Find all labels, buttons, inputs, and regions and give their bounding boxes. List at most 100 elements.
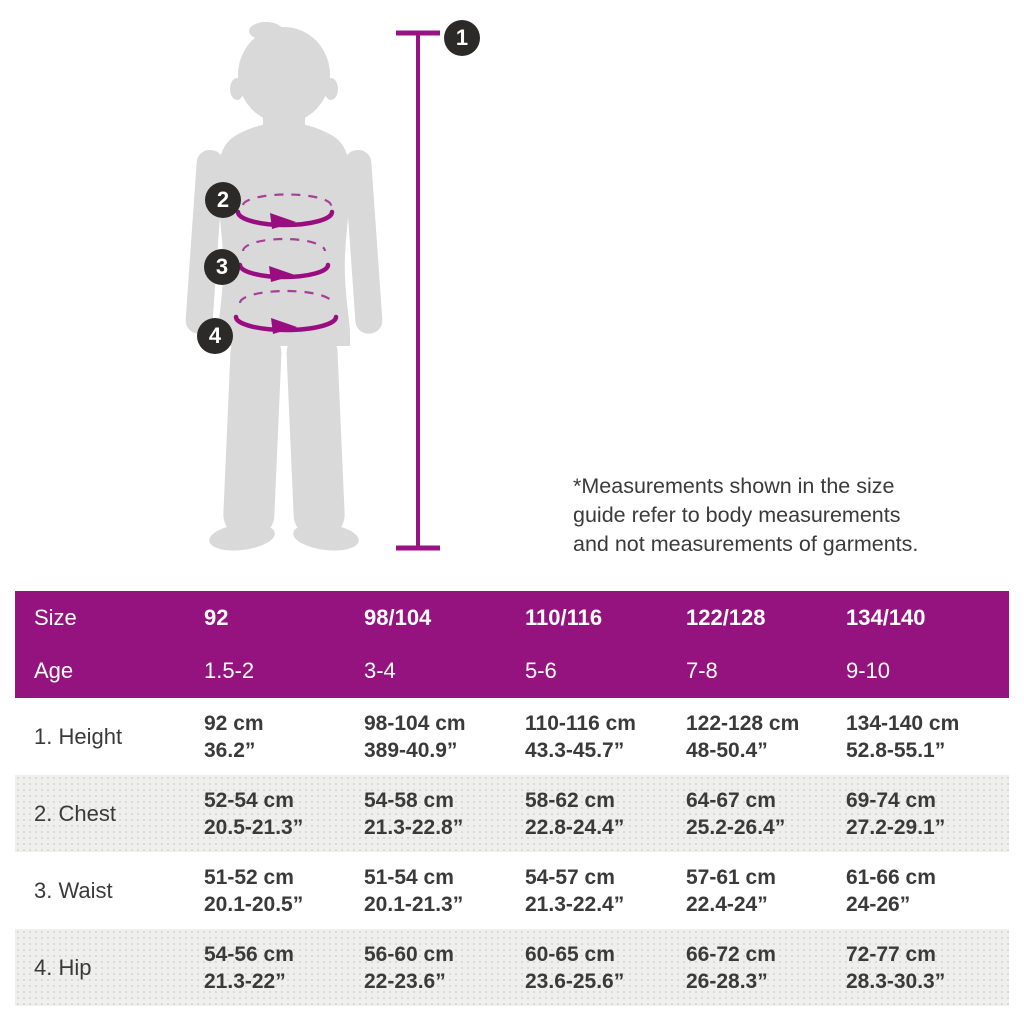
hip-measure-band [233,289,339,334]
height-cell: 134-140 cm 52.8-55.1” [846,710,1009,764]
hip-cell: 60-65 cm 23.6-25.6” [525,941,686,995]
age-col-value: 1.5-2 [204,658,255,683]
table-row-hip: 4. Hip 54-56 cm 21.3-22” 56-60 cm 22-23.… [15,929,1009,1006]
row-label: 1. Height [34,723,123,749]
row-label: 4. Hip [34,954,92,980]
cm-value: 134-140 cm [846,711,960,735]
chest-cell: 58-62 cm 22.8-24.4” [525,787,686,841]
size-col-value: 98/104 [364,604,432,630]
cm-value: 51-52 cm [204,865,294,889]
cm-value: 92 cm [204,711,264,735]
cm-value: 98-104 cm [364,711,466,735]
size-col-value: 92 [204,604,229,630]
silhouette-arm-right [344,149,383,334]
inch-value: 52.8-55.1” [846,738,946,762]
inch-value: 21.3-22.4” [525,892,625,916]
silhouette-torso [217,122,351,346]
silhouette-arm-left [185,149,224,334]
inch-value: 20.1-21.3” [364,892,464,916]
chest-band-arrow-icon [270,213,296,229]
inch-value: 22-23.6” [364,969,446,993]
silhouette-foot-right [293,523,359,551]
height-cell: 122-128 cm 48-50.4” [686,710,846,764]
cm-value: 66-72 cm [686,942,776,966]
chest-cell: 64-67 cm 25.2-26.4” [686,787,846,841]
waist-cell: 54-57 cm 21.3-22.4” [525,864,686,918]
silhouette-hair [249,22,283,40]
table-row-chest: 2. Chest 52-54 cm 20.5-21.3” 54-58 cm 21… [15,775,1009,852]
note-line: guide refer to body measurements [573,503,901,527]
silhouette-leg-right [286,329,345,538]
cm-value: 58-62 cm [525,788,615,812]
marker-badge-height: 1 [444,20,480,56]
inch-value: 26-28.3” [686,969,768,993]
size-header-row: Size 92 98/104 110/116 122/128 134/140 [34,591,1009,644]
cm-value: 51-54 cm [364,865,454,889]
waist-band-arrow-icon [269,266,295,282]
inch-value: 22.4-24” [686,892,768,916]
hip-cell: 54-56 cm 21.3-22” [204,941,364,995]
hip-band-arrow-icon [271,318,297,334]
height-cell: 98-104 cm 389-40.9” [364,710,525,764]
inch-value: 24-26” [846,892,911,916]
inch-value: 48-50.4” [686,738,768,762]
hip-cell: 56-60 cm 22-23.6” [364,941,525,995]
chest-cell: 69-74 cm 27.2-29.1” [846,787,1009,841]
inch-value: 20.5-21.3” [204,815,304,839]
inch-value: 21.3-22” [204,969,286,993]
hip-cell: 66-72 cm 26-28.3” [686,941,846,995]
inch-value: 22.8-24.4” [525,815,625,839]
diagram-illustration [185,22,440,551]
size-col-value: 110/116 [525,604,603,630]
waist-cell: 51-54 cm 20.1-21.3” [364,864,525,918]
age-col-value: 5-6 [525,658,557,683]
size-table-header: Size 92 98/104 110/116 122/128 134/140 A… [15,591,1009,698]
marker-badge-chest: 2 [205,182,241,218]
note-line: and not measurements of garments. [573,532,919,556]
size-col-value: 122/128 [686,604,766,630]
cm-value: 61-66 cm [846,865,936,889]
table-row-height: 1. Height 92 cm 36.2” 98-104 cm 389-40.9… [15,698,1009,775]
age-row-label: Age [34,658,74,683]
cm-value: 52-54 cm [204,788,294,812]
inch-value: 23.6-25.6” [525,969,625,993]
child-silhouette-figure [185,22,383,551]
size-table: Size 92 98/104 110/116 122/128 134/140 A… [15,591,1009,1006]
inch-value: 27.2-29.1” [846,815,946,839]
size-col-value: 134/140 [846,604,926,630]
silhouette-head [238,27,330,123]
cm-value: 54-57 cm [525,865,615,889]
inch-value: 389-40.9” [364,738,458,762]
marker-badge-hip: 4 [197,318,233,354]
silhouette-leg-left [223,329,282,538]
measurement-diagram: 1 2 3 4 [0,0,560,575]
chest-cell: 54-58 cm 21.3-22.8” [364,787,525,841]
height-measure-line [396,30,440,551]
cm-value: 60-65 cm [525,942,615,966]
age-col-value: 9-10 [846,658,891,683]
inch-value: 20.1-20.5” [204,892,304,916]
inch-value: 43.3-45.7” [525,738,625,762]
hip-band-back-dashed [238,289,334,304]
waist-band-back-dashed [241,237,327,252]
inch-value: 36.2” [204,738,256,762]
waist-measure-band [237,237,331,282]
hip-cell: 72-77 cm 28.3-30.3” [846,941,1009,995]
silhouette-foot-left [209,523,275,551]
cm-value: 72-77 cm [846,942,936,966]
age-col-value: 3-4 [364,658,396,683]
chest-band-back-dashed [241,193,333,207]
inch-value: 21.3-22.8” [364,815,464,839]
age-header-row: Age 1.5-2 3-4 5-6 7-8 9-10 [34,644,1009,698]
note-line: *Measurements shown in the size [573,474,895,498]
silhouette-ear-right [324,78,338,100]
cm-value: 110-116 cm [525,711,636,735]
row-label: 3. Waist [34,877,113,903]
height-cell: 110-116 cm 43.3-45.7” [525,710,686,764]
size-row-label: Size [34,604,77,630]
cm-value: 57-61 cm [686,865,776,889]
inch-value: 25.2-26.4” [686,815,786,839]
cm-value: 122-128 cm [686,711,800,735]
chest-cell: 52-54 cm 20.5-21.3” [204,787,364,841]
